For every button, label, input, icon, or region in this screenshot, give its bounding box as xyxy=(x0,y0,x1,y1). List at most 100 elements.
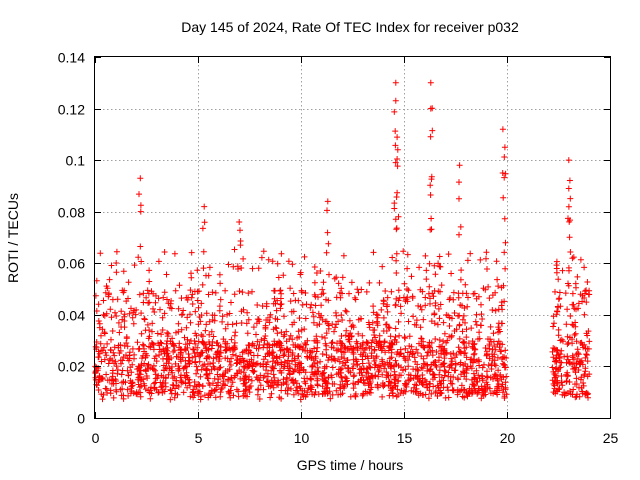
data-point xyxy=(359,332,366,339)
data-point xyxy=(364,353,371,360)
data-point xyxy=(160,374,167,381)
data-point xyxy=(328,340,335,347)
data-point xyxy=(426,283,433,290)
data-point xyxy=(314,337,321,344)
data-point xyxy=(377,363,384,370)
data-point xyxy=(173,377,180,384)
data-point xyxy=(383,328,390,334)
data-point xyxy=(489,307,496,313)
data-point xyxy=(475,336,481,343)
data-point xyxy=(169,369,176,376)
data-point xyxy=(320,279,327,286)
data-point xyxy=(187,287,194,294)
data-point xyxy=(298,287,305,294)
data-point xyxy=(567,360,573,367)
data-point xyxy=(391,200,398,207)
data-point xyxy=(380,298,387,305)
data-point xyxy=(418,353,425,360)
data-point xyxy=(427,300,433,307)
data-point xyxy=(476,362,483,369)
data-point xyxy=(438,282,445,289)
data-point xyxy=(442,368,449,375)
data-point xyxy=(314,364,321,371)
data-point xyxy=(310,313,317,320)
data-point xyxy=(172,287,179,294)
data-point xyxy=(296,365,303,371)
data-point xyxy=(473,311,480,318)
data-point xyxy=(188,294,195,301)
data-point xyxy=(188,249,195,256)
data-point xyxy=(313,270,320,276)
data-point xyxy=(164,296,170,303)
data-point xyxy=(404,286,410,292)
data-point xyxy=(207,392,214,399)
data-point xyxy=(284,363,291,370)
data-point xyxy=(503,373,510,380)
data-point xyxy=(113,313,120,319)
data-point xyxy=(501,215,508,222)
data-point xyxy=(478,301,484,308)
data-point xyxy=(203,344,210,351)
data-point xyxy=(287,347,294,353)
data-point xyxy=(375,373,382,380)
data-point xyxy=(183,372,190,379)
data-point xyxy=(312,302,319,309)
data-point xyxy=(391,362,398,369)
data-point xyxy=(319,391,326,398)
data-point xyxy=(501,249,508,256)
data-point xyxy=(328,372,335,379)
data-point xyxy=(180,307,187,314)
data-point xyxy=(379,393,386,400)
data-point xyxy=(325,389,331,396)
data-point xyxy=(567,195,574,202)
data-point xyxy=(342,307,349,314)
data-point xyxy=(198,331,205,338)
data-point xyxy=(275,274,282,281)
data-point xyxy=(479,375,486,382)
data-point xyxy=(241,377,247,384)
data-point xyxy=(267,311,274,318)
data-point xyxy=(116,350,123,356)
data-point xyxy=(343,375,350,382)
data-point xyxy=(211,317,218,324)
data-point xyxy=(209,342,216,349)
data-point xyxy=(429,372,436,378)
data-point xyxy=(436,354,442,361)
data-point xyxy=(301,378,308,385)
data-point xyxy=(111,344,118,351)
data-point xyxy=(209,289,216,296)
data-point xyxy=(454,375,461,382)
data-point xyxy=(554,380,561,387)
data-point xyxy=(450,350,457,357)
data-point xyxy=(432,302,439,309)
data-point xyxy=(265,350,272,356)
data-point xyxy=(442,394,449,401)
data-point xyxy=(270,365,277,372)
data-point xyxy=(365,339,371,346)
data-point xyxy=(394,163,401,170)
data-point xyxy=(338,373,345,380)
data-point xyxy=(556,289,563,296)
data-point xyxy=(199,225,206,232)
data-point xyxy=(448,380,454,387)
data-point xyxy=(384,301,391,308)
data-point xyxy=(164,329,171,336)
data-point xyxy=(354,361,361,368)
data-point xyxy=(178,372,184,379)
data-point xyxy=(354,347,361,354)
data-point xyxy=(428,173,435,180)
data-point xyxy=(286,336,293,343)
data-point xyxy=(460,339,466,346)
data-point xyxy=(586,291,593,298)
data-point xyxy=(379,358,386,365)
data-point xyxy=(197,318,204,325)
data-point xyxy=(374,322,381,329)
data-point xyxy=(152,379,159,386)
data-point xyxy=(192,308,199,315)
data-point xyxy=(382,321,389,328)
data-point xyxy=(500,194,507,201)
axis-ticks xyxy=(95,57,611,419)
data-point xyxy=(407,376,414,382)
data-point xyxy=(254,386,261,393)
data-point xyxy=(280,272,287,279)
